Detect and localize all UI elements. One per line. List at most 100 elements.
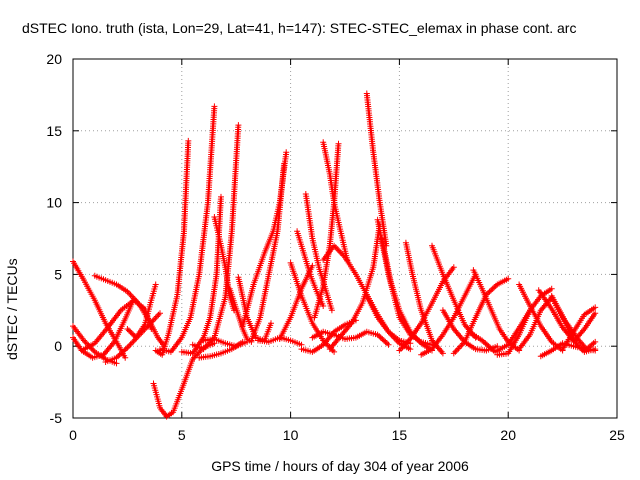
data-point-markers [229, 122, 242, 233]
data-point-markers [136, 321, 153, 338]
data-point-markers [278, 335, 294, 344]
data-series [248, 160, 288, 344]
data-point-markers [309, 328, 327, 341]
data-point-markers [430, 331, 446, 351]
data-point-markers [93, 324, 111, 345]
data-point-markers [332, 244, 348, 261]
data-point-markers [169, 334, 185, 354]
data-point-markers [343, 256, 359, 278]
data-point-markers [322, 329, 338, 338]
data-point-markers [126, 333, 142, 349]
data-point-markers [189, 341, 207, 353]
data-point-markers [222, 266, 233, 299]
data-point-markers [209, 350, 224, 359]
data-series [124, 281, 159, 341]
x-tick-label: 25 [609, 427, 625, 443]
data-point-markers [480, 338, 499, 355]
data-series [157, 103, 218, 355]
data-point-markers [104, 278, 120, 288]
plot-frame [72, 58, 618, 419]
data-point-markers [298, 346, 316, 355]
y-tick-label: -5 [50, 410, 63, 426]
data-point-markers [311, 341, 327, 354]
data-point-markers [496, 275, 512, 287]
data-point-markers [430, 278, 446, 305]
data-point-markers [102, 354, 120, 365]
x-tick-label: 5 [178, 427, 186, 443]
data-point-markers [257, 271, 272, 319]
data-point-markers [485, 281, 501, 297]
axes [72, 58, 618, 419]
data-point-markers [112, 315, 129, 343]
data-point-markers [494, 350, 512, 358]
data-point-markers [213, 336, 229, 347]
data-point-markers [82, 279, 98, 304]
data-point-markers [262, 320, 274, 342]
data-point-markers [537, 347, 555, 360]
data-point-markers [396, 336, 414, 354]
data-point-markers [70, 258, 87, 284]
data-point-markers [377, 201, 390, 249]
y-tick-label: 10 [46, 195, 62, 211]
data-point-markers [466, 328, 486, 344]
data-point-markers [235, 338, 251, 349]
data-point-markers [224, 340, 240, 350]
data-point-markers [174, 228, 187, 296]
data-series [189, 122, 242, 353]
data-point-markers [363, 90, 377, 156]
data-point-markers [450, 338, 468, 357]
y-tick-label: 20 [46, 51, 62, 67]
data-point-markers [323, 287, 335, 314]
data-point-markers [344, 334, 359, 342]
data-point-markers [207, 271, 220, 319]
data-point-markers [418, 346, 435, 358]
data-point-markers [301, 252, 314, 278]
data-point-markers [451, 292, 468, 319]
tick-labels: 0 5 10 15 20 25 -5 0 5 10 15 20 [46, 51, 625, 443]
data-point-markers [227, 295, 237, 314]
data-point-markers [196, 199, 211, 276]
data-point-markers [299, 295, 316, 327]
data-point-markers [165, 409, 177, 419]
data-point-markers [218, 244, 229, 271]
data-series [294, 228, 327, 309]
y-tick-label: 15 [46, 123, 62, 139]
data-point-markers [289, 338, 305, 348]
data-series [439, 307, 501, 354]
data-point-markers [239, 281, 257, 330]
data-point-markers [200, 336, 218, 344]
data-point-markers [439, 307, 457, 332]
data-point-markers [187, 271, 203, 319]
data-point-markers [233, 307, 246, 332]
data-point-markers [170, 386, 185, 414]
data-point-markers [251, 249, 268, 286]
data-point-markers [70, 323, 87, 344]
data-point-markers [201, 314, 214, 339]
data-point-markers [255, 337, 272, 345]
data-point-markers [549, 307, 566, 331]
data-point-markers [320, 139, 333, 177]
data-point-markers [212, 294, 229, 339]
data-point-markers [179, 314, 194, 339]
data-point-markers [528, 305, 544, 330]
data-series [178, 193, 224, 357]
data-point-markers [550, 340, 566, 353]
data-point-markers [535, 287, 555, 312]
data-points [70, 90, 599, 420]
data-point-markers [302, 191, 316, 242]
x-tick-label: 10 [283, 427, 299, 443]
data-point-markers [115, 282, 131, 295]
data-point-markers [211, 214, 224, 249]
data-point-markers [309, 237, 322, 271]
data-point-markers [147, 310, 163, 326]
data-point-markers [332, 321, 348, 334]
chart-title: dSTEC Iono. truth (ista, Lon=29, Lat=41,… [22, 20, 577, 36]
data-point-markers [92, 299, 109, 327]
data-point-markers [205, 103, 218, 204]
data-point-markers [274, 160, 288, 233]
y-axis-label: dSTEC / TECUs [4, 258, 20, 360]
data-point-markers [419, 300, 435, 325]
data-series [559, 304, 599, 353]
data-point-markers [494, 341, 512, 354]
